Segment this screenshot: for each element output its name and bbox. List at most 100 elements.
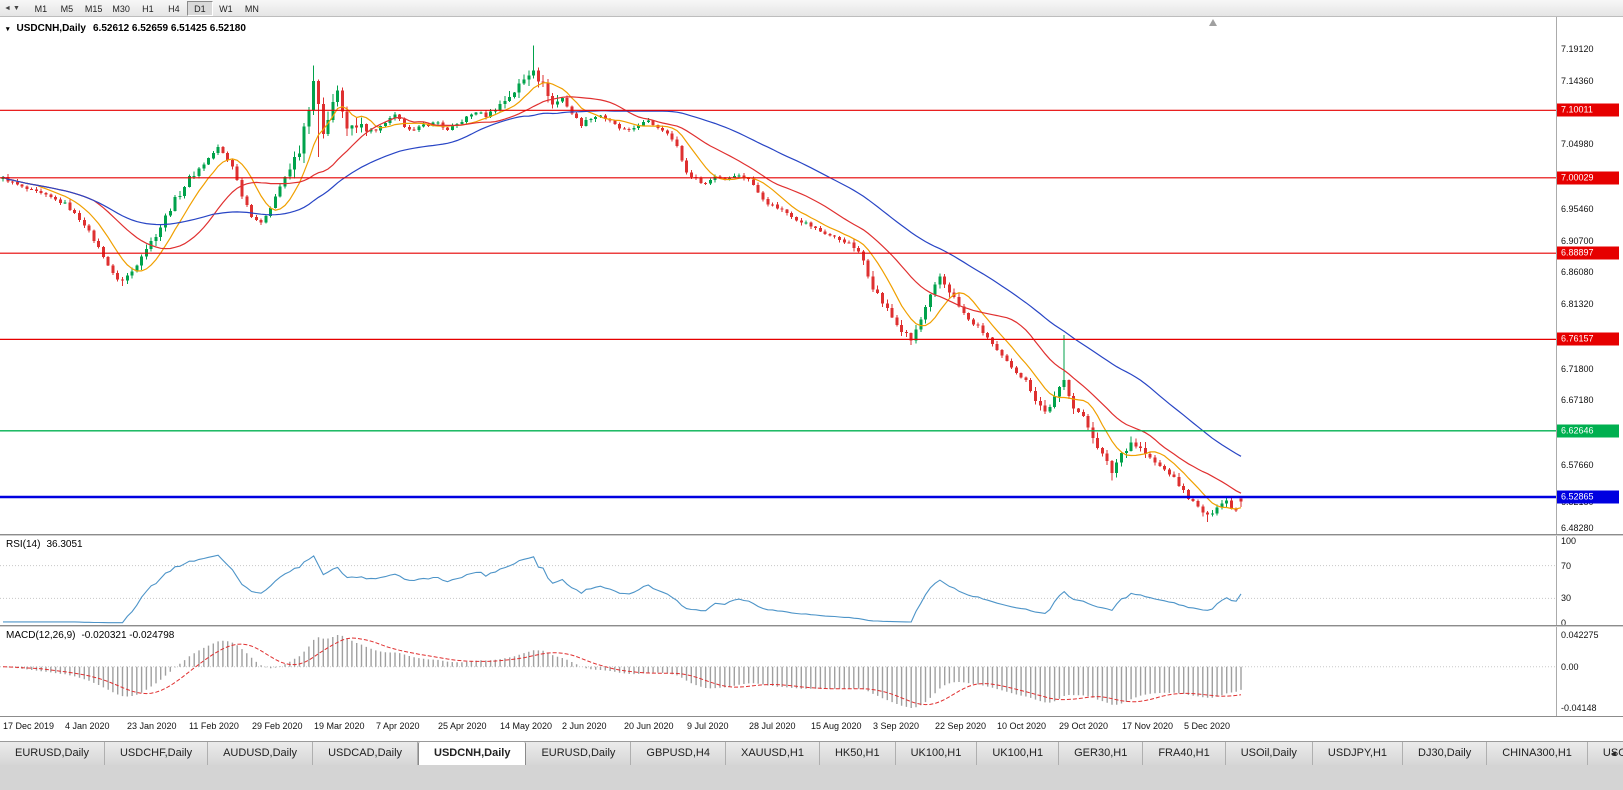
date-axis-label: 7 Apr 2020	[376, 721, 420, 731]
macd-panel: MACD(12,26,9) -0.020321 -0.024798 0.0422…	[0, 627, 1623, 716]
chart-shift-marker[interactable]	[1209, 19, 1217, 26]
ma-20-line	[2, 96, 1242, 494]
date-axis-label: 29 Oct 2020	[1059, 721, 1109, 731]
price-axis-label: 7.19120	[1561, 43, 1594, 54]
date-axis-label: 29 Feb 2020	[252, 721, 303, 731]
date-axis-label: 25 Apr 2020	[438, 721, 487, 731]
chart-tab-usdchf-daily[interactable]: USDCHF,Daily	[105, 742, 209, 765]
chart-tab-uk100-h1[interactable]: UK100,H1	[977, 742, 1060, 765]
chart-tab-usdjpy-h1[interactable]: USDJPY,H1	[1313, 742, 1404, 765]
chart-tab-usdcnh-daily[interactable]: USDCNH,Daily	[418, 742, 527, 765]
date-axis-label: 2 Jun 2020	[562, 721, 607, 731]
timeframe-button-w1[interactable]: W1	[219, 3, 233, 14]
rsi-axis[interactable]: 100 70 30 0	[1556, 536, 1623, 625]
price-line-badge: 6.52865	[1557, 490, 1619, 504]
timeframe-button-d1[interactable]: D1	[186, 0, 213, 16]
timeframe-button-m1[interactable]: M1	[34, 3, 48, 14]
toolbar-icons: ◄ ▼	[4, 1, 20, 16]
timeframe-button-m15[interactable]: M15	[84, 3, 103, 14]
macd-histogram	[7, 635, 1242, 708]
rsi-panel: RSI(14) 36.3051 100 70 30 0	[0, 536, 1623, 625]
ma-8-line	[2, 82, 1242, 510]
timeframe-toolbar: ◄ ▼ M1 M5 M15 M30 H1 H4 D1 W1 MN	[0, 0, 1623, 17]
chart-symbol-label: USDCNH,Daily	[16, 23, 86, 34]
toolbar-collapse-icon[interactable]: ◄	[4, 4, 11, 12]
macd-values: -0.020321 -0.024798	[81, 630, 175, 641]
price-axis-label: 6.95460	[1561, 203, 1594, 214]
chart-tab-china300-h1[interactable]: CHINA300,H1	[1487, 742, 1588, 765]
candlestick-chart[interactable]	[0, 17, 1556, 534]
chart-tab-hk50-h1[interactable]: HK50,H1	[820, 742, 896, 765]
timeframe-button-h4[interactable]: H4	[168, 3, 180, 14]
timeframe-button-mn[interactable]: MN	[244, 3, 259, 14]
price-axis-label: 6.67180	[1561, 395, 1594, 406]
price-line-badge: 7.00029	[1557, 171, 1619, 185]
chart-tab-eurusd-daily[interactable]: EURUSD,Daily	[0, 742, 105, 765]
price-axis-label: 7.04980	[1561, 139, 1594, 150]
macd-label: MACD(12,26,9) -0.020321 -0.024798	[6, 630, 174, 641]
date-axis-label: 4 Jan 2020	[65, 721, 110, 731]
chart-tab-usoil-daily[interactable]: USOil,Daily	[1226, 742, 1313, 765]
panel-splitter[interactable]	[0, 534, 1623, 536]
date-axis-label: 23 Jan 2020	[127, 721, 177, 731]
price-axis-label: 6.71800	[1561, 363, 1594, 374]
rsi-axis-label: 100	[1561, 536, 1577, 546]
chart-tab-fra40-h1[interactable]: FRA40,H1	[1143, 742, 1226, 765]
macd-axis-label: 0.00	[1561, 661, 1579, 672]
window-bottom-strip	[0, 765, 1623, 790]
candles-layer	[1, 45, 1243, 522]
panel-splitter[interactable]	[0, 625, 1623, 627]
chart-tab-usoil-h1[interactable]: USOil,H1	[1588, 742, 1623, 765]
chart-tab-ger30-h1[interactable]: GER30,H1	[1059, 742, 1144, 765]
chart-title: ▾ USDCNH,Daily 6.52612 6.52659 6.51425 6…	[6, 23, 246, 34]
price-line-badge: 6.88897	[1557, 246, 1619, 260]
price-line-badge: 6.62646	[1557, 424, 1619, 438]
macd-axis-label: 0.042275	[1561, 630, 1599, 640]
date-axis-label: 14 May 2020	[500, 721, 553, 731]
macd-plot[interactable]	[0, 627, 1556, 716]
rsi-axis-label: 70	[1561, 560, 1572, 571]
date-axis-label: 20 Jun 2020	[624, 721, 674, 731]
timeframe-buttons: M1 M5 M15 M30 H1 H4 D1 W1 MN	[28, 0, 265, 16]
timeframe-button-m5[interactable]: M5	[60, 3, 74, 14]
toolbar-dropdown-icon[interactable]: ▼	[12, 4, 20, 12]
chart-tab-eurusd-daily[interactable]: EURUSD,Daily	[526, 742, 632, 765]
timeframe-button-h1[interactable]: H1	[142, 3, 154, 14]
date-axis-label: 11 Feb 2020	[189, 721, 239, 731]
tab-scroll-left-icon[interactable]: ◄	[1609, 748, 1618, 758]
date-axis-label: 3 Sep 2020	[873, 721, 920, 731]
timeframe-button-m30[interactable]: M30	[112, 3, 130, 14]
price-axis-label: 6.57660	[1561, 459, 1594, 470]
date-axis[interactable]: 17 Dec 2019 4 Jan 2020 23 Jan 2020 11 Feb 2…	[0, 716, 1623, 741]
rsi-name: RSI(14)	[6, 539, 41, 550]
chart-tab-audusd-daily[interactable]: AUDUSD,Daily	[208, 742, 314, 765]
chart-tab-uk100-h1[interactable]: UK100,H1	[896, 742, 978, 765]
date-axis-label: 19 Mar 2020	[314, 721, 365, 731]
date-axis-label: 17 Dec 2019	[3, 721, 55, 731]
rsi-line	[3, 554, 1242, 624]
price-axis-label: 7.14360	[1561, 75, 1594, 86]
price-axis-label: 6.48280	[1561, 523, 1594, 533]
rsi-value: 36.3051	[46, 539, 83, 550]
macd-axis[interactable]: 0.042275 0.00 -0.04148	[1556, 627, 1623, 716]
price-axis[interactable]: 7.19120 7.14360 7.04980 6.95460 6.90700 6.860…	[1556, 17, 1623, 534]
price-axis-label: 6.86080	[1561, 267, 1594, 278]
price-line-badge: 7.10011	[1557, 103, 1619, 117]
date-axis-label: 17 Nov 2020	[1122, 721, 1174, 731]
chart-tab-gbpusd-h4[interactable]: GBPUSD,H4	[631, 742, 726, 765]
chart-tab-xauusd-h1[interactable]: XAUUSD,H1	[726, 742, 820, 765]
rsi-axis-label: 0	[1561, 618, 1567, 625]
date-axis-label: 10 Oct 2020	[997, 721, 1047, 731]
rsi-label: RSI(14) 36.3051	[6, 539, 83, 550]
rsi-plot[interactable]	[0, 536, 1556, 625]
ma-45-line	[2, 110, 1242, 457]
macd-axis-label: -0.04148	[1561, 703, 1597, 713]
rsi-axis-label: 30	[1561, 593, 1572, 604]
price-line-badge: 6.76157	[1557, 332, 1619, 346]
macd-signal-line	[2, 637, 1242, 706]
date-axis-label: 28 Jul 2020	[749, 721, 796, 731]
chart-title-marker-icon: ▾	[6, 25, 10, 33]
chart-tab-dj30-daily[interactable]: DJ30,Daily	[1403, 742, 1488, 765]
chart-tab-usdcad-daily[interactable]: USDCAD,Daily	[313, 742, 419, 765]
